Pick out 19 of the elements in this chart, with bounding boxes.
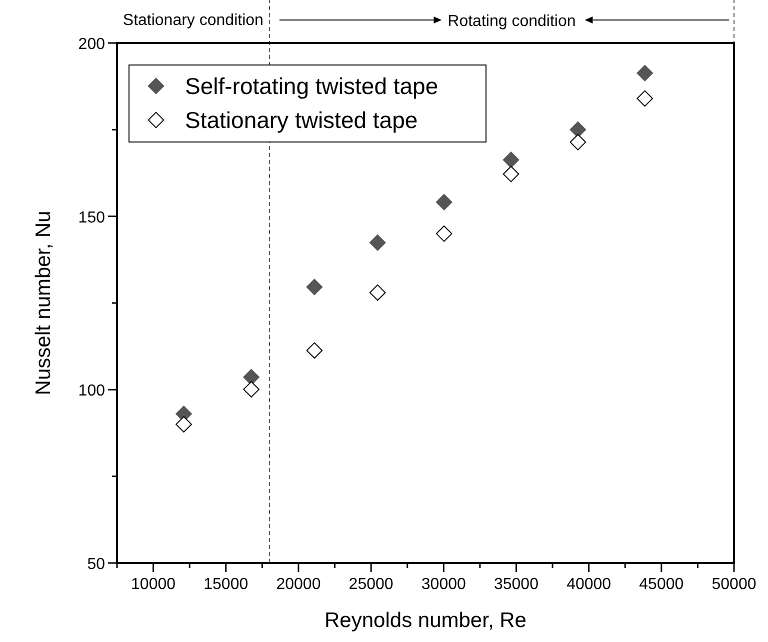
y-axis-title: Nusselt number, Nu: [32, 210, 55, 396]
x-tick-label: 25000: [348, 576, 394, 593]
x-tick-label: 40000: [566, 576, 612, 593]
x-tick-label: 20000: [276, 576, 321, 593]
x-tick-label: 10000: [131, 576, 176, 593]
x-tick-label: 45000: [639, 576, 684, 593]
y-tick-label: 200: [78, 36, 106, 53]
x-tick-label: 35000: [494, 576, 539, 593]
legend-label: Self-rotating twisted tape: [185, 73, 438, 99]
text: Stationary condition: [122, 12, 264, 29]
y-tick-label: 50: [87, 556, 106, 573]
x-tick-label: 15000: [204, 576, 248, 593]
y-tick-label: 150: [78, 209, 106, 226]
text: Rotating condition: [448, 13, 576, 30]
y-tick-label: 100: [78, 382, 106, 400]
x-tick-label: 50000: [712, 576, 756, 593]
x-axis-title: Reynolds number, Re: [324, 609, 526, 632]
x-tick-label: 30000: [421, 576, 466, 593]
legend-label: Stationary twisted tape: [185, 107, 418, 133]
